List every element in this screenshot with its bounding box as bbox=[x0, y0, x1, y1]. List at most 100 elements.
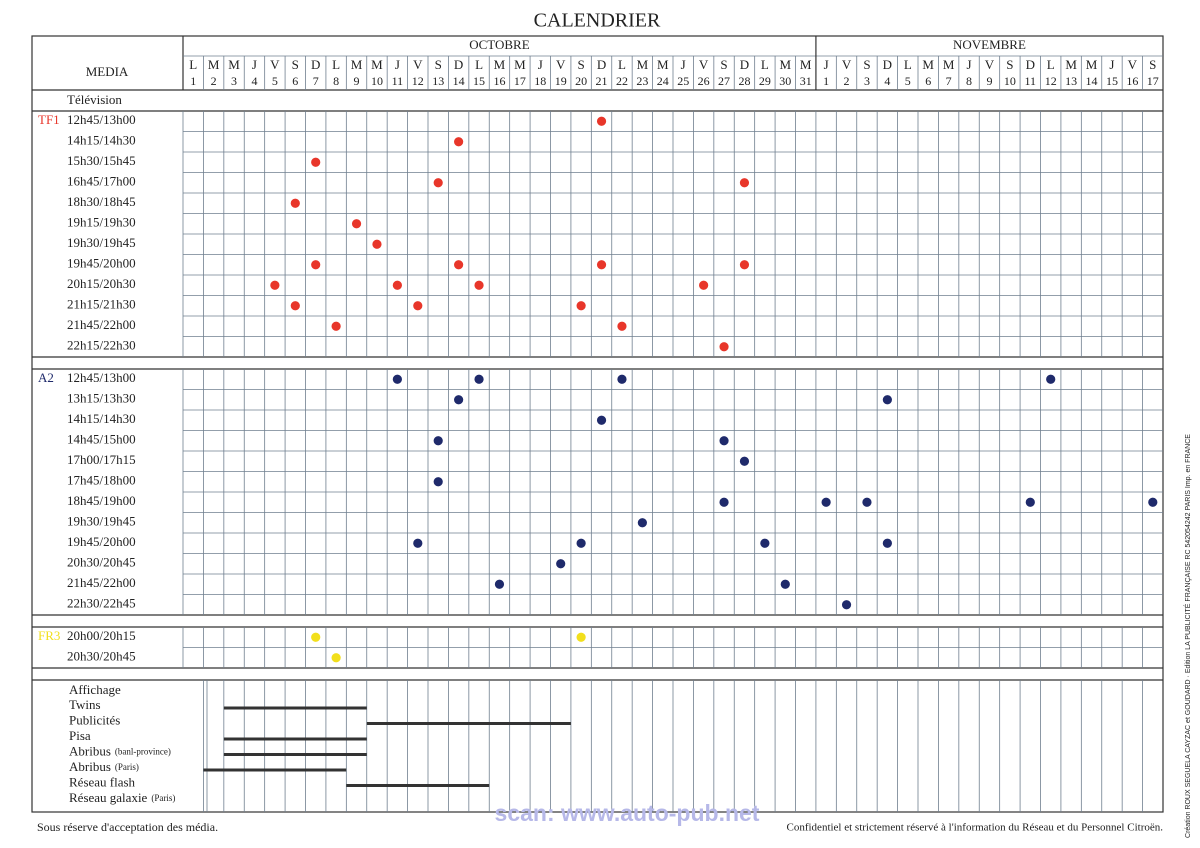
broadcast-dot bbox=[494, 579, 505, 589]
day-number: 14 bbox=[453, 74, 465, 88]
day-number: 8 bbox=[333, 74, 339, 88]
day-letter: L bbox=[904, 57, 912, 72]
day-letter: D bbox=[311, 57, 320, 72]
day-letter: V bbox=[842, 57, 852, 72]
day-letter: L bbox=[1047, 57, 1055, 72]
day-letter: S bbox=[435, 57, 442, 72]
broadcast-dot bbox=[617, 321, 627, 331]
broadcast-dot bbox=[556, 559, 566, 569]
item-note: (banl-province) bbox=[115, 747, 171, 757]
affichage-item: Abribus (Paris) bbox=[69, 759, 139, 774]
day-number: 12 bbox=[1045, 74, 1057, 88]
day-letter: M bbox=[371, 57, 383, 72]
day-number: 1 bbox=[190, 74, 196, 88]
day-number: 20 bbox=[575, 74, 587, 88]
item-note: (Paris) bbox=[151, 793, 175, 803]
broadcast-dot bbox=[454, 260, 464, 270]
broadcast-dot bbox=[474, 374, 484, 384]
day-number: 7 bbox=[946, 74, 952, 88]
day-letter: S bbox=[863, 57, 870, 72]
broadcast-dot bbox=[392, 280, 402, 290]
day-number: 22 bbox=[616, 74, 628, 88]
time-slot: 18h30/18h45 bbox=[67, 194, 136, 209]
time-slot: 19h30/19h45 bbox=[67, 235, 136, 250]
broadcast-dot bbox=[413, 301, 423, 311]
day-letter: V bbox=[1128, 57, 1138, 72]
time-slot: 21h45/22h00 bbox=[67, 317, 136, 332]
affichage-item: Abribus (banl-province) bbox=[69, 743, 171, 758]
broadcast-dot bbox=[760, 538, 770, 548]
day-number: 16 bbox=[1126, 74, 1138, 88]
time-slot: 20h30/20h45 bbox=[67, 649, 136, 664]
day-letter: D bbox=[883, 57, 892, 72]
day-letter: S bbox=[292, 57, 299, 72]
time-slot: 18h45/19h00 bbox=[67, 493, 136, 508]
day-letter: M bbox=[351, 57, 363, 72]
day-number: 3 bbox=[231, 74, 237, 88]
channel-label: TF1 bbox=[38, 112, 60, 127]
day-letter: M bbox=[637, 57, 649, 72]
broadcast-dot bbox=[392, 374, 402, 384]
broadcast-dot bbox=[576, 301, 586, 311]
broadcast-dot bbox=[413, 538, 423, 548]
day-letter: D bbox=[597, 57, 606, 72]
month-label: NOVEMBRE bbox=[953, 37, 1026, 52]
day-letter: V bbox=[270, 57, 280, 72]
day-letter: J bbox=[538, 57, 543, 72]
day-letter: J bbox=[1109, 57, 1114, 72]
day-letter: V bbox=[985, 57, 995, 72]
broadcast-dot bbox=[719, 497, 729, 507]
day-number: 4 bbox=[884, 74, 890, 88]
broadcast-dot bbox=[433, 477, 443, 487]
day-letter: M bbox=[657, 57, 669, 72]
broadcast-dot bbox=[739, 260, 750, 270]
month-label: OCTOBRE bbox=[469, 37, 529, 52]
broadcast-dot bbox=[311, 157, 321, 167]
day-number: 11 bbox=[1025, 74, 1037, 88]
time-slot: 12h45/13h00 bbox=[67, 112, 136, 127]
side-credit: Création ROUX SEGUELA CAYZAC et GOUDARD … bbox=[1183, 434, 1192, 838]
day-number: 24 bbox=[657, 74, 669, 88]
item-label: Réseau flash bbox=[69, 774, 136, 789]
day-letter: S bbox=[720, 57, 727, 72]
broadcast-dot bbox=[596, 260, 607, 270]
day-number: 7 bbox=[313, 74, 319, 88]
day-number: 1 bbox=[823, 74, 829, 88]
day-number: 15 bbox=[1106, 74, 1118, 88]
day-number: 6 bbox=[925, 74, 931, 88]
broadcast-dot bbox=[739, 456, 750, 466]
day-number: 30 bbox=[779, 74, 791, 88]
day-number: 19 bbox=[555, 74, 567, 88]
channel-label: FR3 bbox=[38, 628, 60, 643]
broadcast-dot bbox=[270, 280, 280, 290]
day-letter: M bbox=[494, 57, 506, 72]
day-letter: S bbox=[1006, 57, 1013, 72]
day-number: 17 bbox=[1147, 74, 1159, 88]
broadcast-dot bbox=[454, 137, 464, 147]
day-letter: M bbox=[208, 57, 220, 72]
broadcast-dot bbox=[862, 497, 872, 507]
day-number: 11 bbox=[392, 74, 404, 88]
day-letter: L bbox=[618, 57, 626, 72]
item-label: Abribus bbox=[69, 759, 111, 774]
time-slot: 17h45/18h00 bbox=[67, 473, 136, 488]
item-label: Twins bbox=[69, 697, 101, 712]
day-number: 2 bbox=[844, 74, 850, 88]
broadcast-dot bbox=[433, 178, 443, 188]
time-slot: 20h15/20h30 bbox=[67, 276, 136, 291]
day-letter: M bbox=[780, 57, 792, 72]
time-slot: 21h45/22h00 bbox=[67, 575, 136, 590]
time-slot: 19h45/20h00 bbox=[67, 256, 136, 271]
day-number: 9 bbox=[986, 74, 992, 88]
day-letter: J bbox=[252, 57, 257, 72]
day-number: 5 bbox=[272, 74, 278, 88]
day-letter: J bbox=[967, 57, 972, 72]
day-letter: M bbox=[514, 57, 526, 72]
day-letter: V bbox=[699, 57, 709, 72]
broadcast-dot bbox=[1148, 497, 1158, 507]
day-number: 13 bbox=[432, 74, 444, 88]
day-number: 13 bbox=[1065, 74, 1077, 88]
day-number: 31 bbox=[800, 74, 812, 88]
broadcast-dot bbox=[617, 374, 627, 384]
broadcast-dot bbox=[290, 198, 300, 208]
